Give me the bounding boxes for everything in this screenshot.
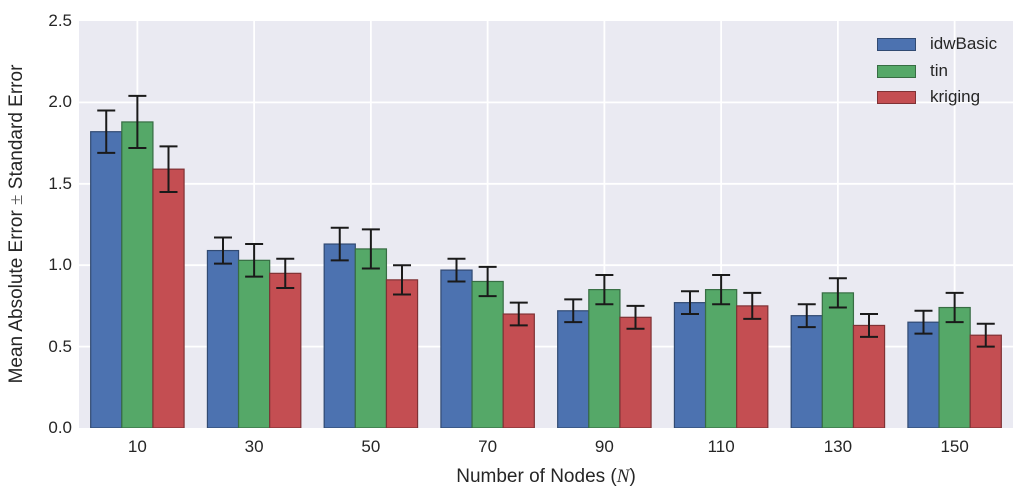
x-axis-label: Number of Nodes (N) xyxy=(396,465,696,489)
y-tick-label: 0.0 xyxy=(48,418,72,437)
y-tick-label: 0.5 xyxy=(48,336,72,356)
legend-item-idwbasic: idwBasic xyxy=(877,34,998,53)
bar-kriging-150 xyxy=(969,334,1002,428)
bar-tin-10 xyxy=(121,121,154,428)
bar-idwBasic-10 xyxy=(90,131,123,428)
y-axis-label: Mean Absolute Error ± Standard Error xyxy=(6,14,28,434)
x-tick-label: 90 xyxy=(594,437,614,456)
legend-item-tin: tin xyxy=(877,61,948,80)
bar-kriging-130 xyxy=(852,324,886,428)
bar-chart-svg xyxy=(79,21,1013,428)
bar-tin-90 xyxy=(588,289,621,428)
bar-kriging-10 xyxy=(152,168,185,428)
x-tick-label: 70 xyxy=(478,437,498,456)
bar-idwBasic-110 xyxy=(673,302,707,428)
x-axis-label-variable: N xyxy=(616,466,630,487)
plus-minus-sign: ± xyxy=(6,194,27,205)
legend-label-kriging: kriging xyxy=(930,87,981,106)
x-tick-label: 130 xyxy=(823,437,853,456)
bar-idwBasic-30 xyxy=(206,249,240,428)
x-tick-label: 50 xyxy=(361,437,381,456)
legend-swatch-tin xyxy=(877,64,916,78)
bar-tin-70 xyxy=(471,280,504,428)
y-axis-label-text: Mean Absolute Error xyxy=(6,204,27,384)
bar-kriging-70 xyxy=(502,313,535,428)
bar-tin-50 xyxy=(354,248,388,428)
x-tick-label: 30 xyxy=(244,437,264,456)
x-tick-label: 110 xyxy=(707,437,735,456)
bar-kriging-90 xyxy=(619,316,652,428)
x-axis-label-text: Number of Nodes ( xyxy=(456,466,617,487)
bar-idwBasic-50 xyxy=(323,243,356,428)
legend-swatch-idwbasic xyxy=(877,37,916,51)
plot-area xyxy=(79,21,1013,428)
x-tick-label: 10 xyxy=(127,437,147,456)
legend-swatch-kriging xyxy=(877,90,916,104)
legend-label-idwbasic: idwBasic xyxy=(930,34,998,53)
x-axis-label-text-2: ) xyxy=(629,466,636,487)
bar-tin-110 xyxy=(704,289,738,428)
legend-label-tin: tin xyxy=(930,61,948,80)
bar-idwBasic-70 xyxy=(440,269,473,428)
bar-kriging-50 xyxy=(385,279,419,428)
bar-tin-130 xyxy=(821,292,855,428)
bar-kriging-110 xyxy=(736,305,769,428)
bar-idwBasic-150 xyxy=(907,321,940,428)
y-tick-label: 2.0 xyxy=(48,92,72,112)
bar-idwBasic-90 xyxy=(557,310,590,428)
bar-tin-150 xyxy=(938,306,971,428)
legend-item-kriging: kriging xyxy=(877,87,981,106)
x-tick-label: 150 xyxy=(940,437,969,456)
bar-idwBasic-130 xyxy=(790,315,823,428)
bar-tin-30 xyxy=(237,259,271,428)
bar-kriging-30 xyxy=(269,272,302,428)
y-tick-label: 1.0 xyxy=(48,255,72,275)
y-tick-label: 1.5 xyxy=(48,173,72,193)
y-tick-label: 2.5 xyxy=(48,11,72,30)
